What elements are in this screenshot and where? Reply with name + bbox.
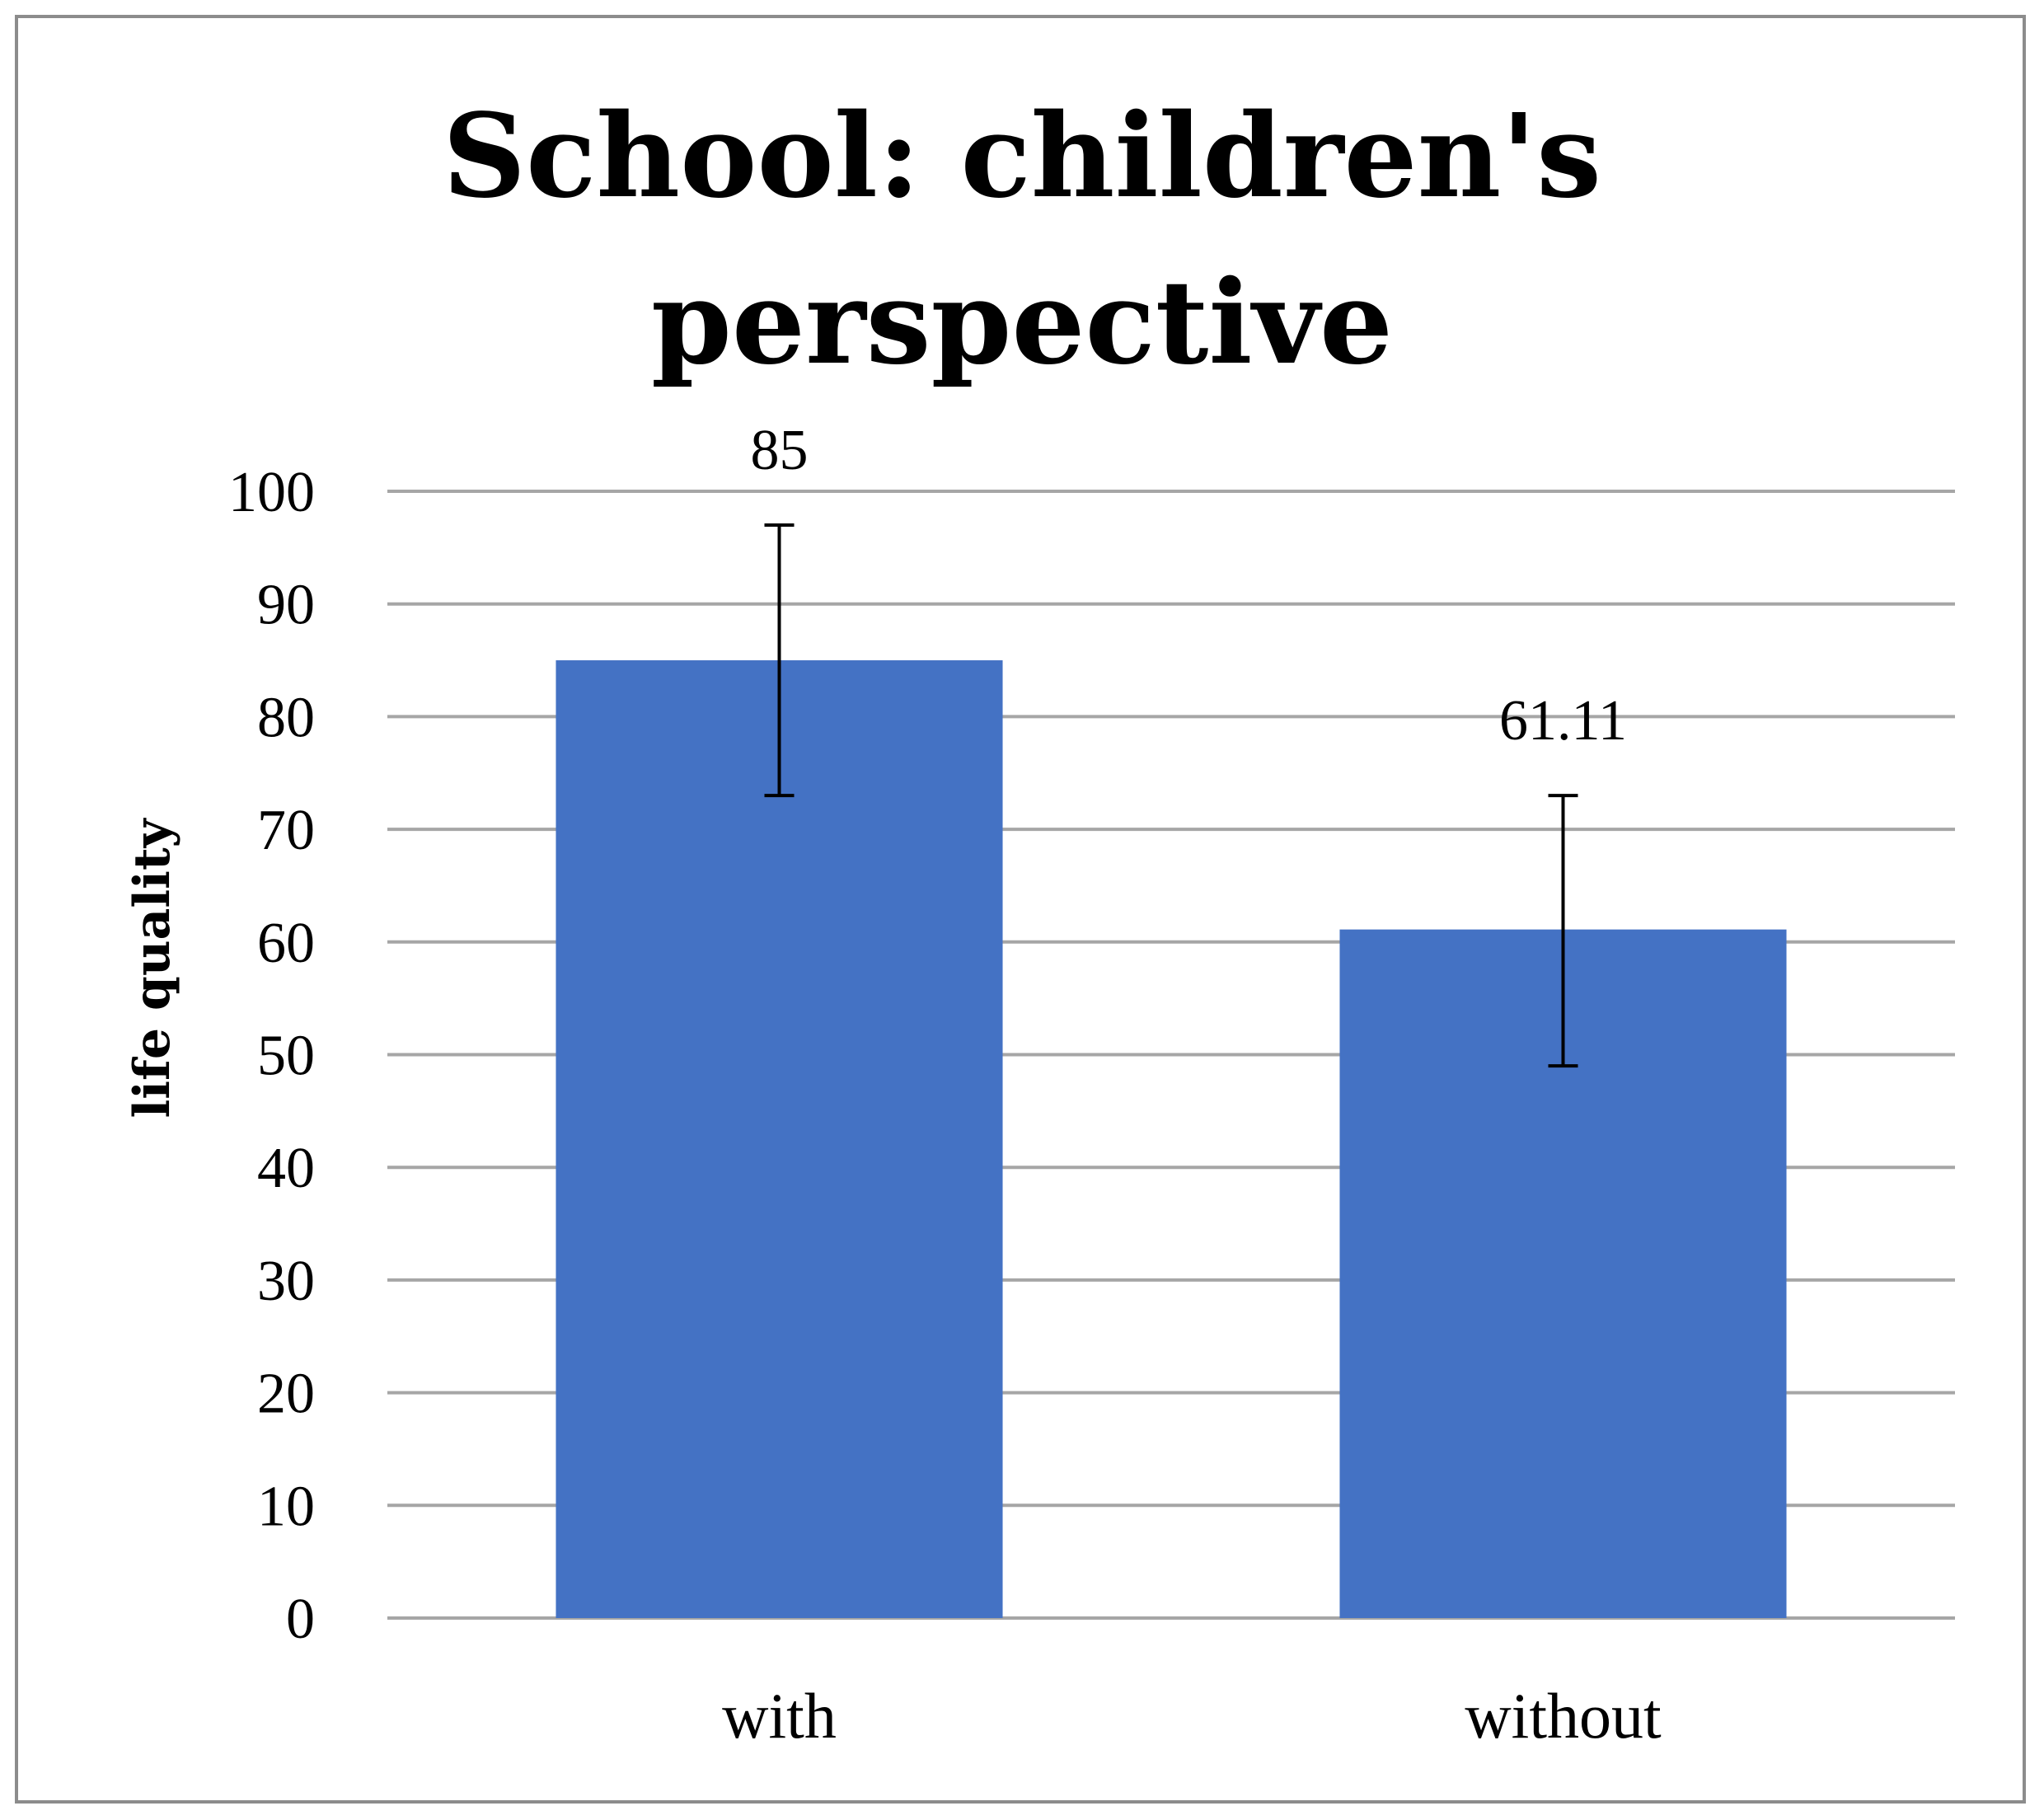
y-tick-label-60: 60 <box>257 912 315 975</box>
y-axis-label: life quality <box>124 817 181 1118</box>
x-tick-label-with: with <box>722 1680 837 1752</box>
y-tick-label-30: 30 <box>257 1250 315 1313</box>
y-tick-label-90: 90 <box>257 574 315 637</box>
data-labels: 85 61.11 <box>751 419 1627 753</box>
chart-title-line-1: School: children's <box>443 89 1601 224</box>
chart-title-line-2: perspective <box>651 256 1393 391</box>
y-tick-label-80: 80 <box>257 686 315 749</box>
bars <box>556 660 1787 1618</box>
y-tick-label-0: 0 <box>286 1588 315 1651</box>
error-bar-with <box>764 523 795 798</box>
error-bars <box>764 523 1578 1068</box>
bar-with <box>556 660 1003 1618</box>
error-bar-without <box>1548 794 1578 1068</box>
chart-frame <box>15 15 2026 1804</box>
y-tick-labels: 0 10 20 30 40 50 60 70 80 90 100 <box>228 461 315 1651</box>
data-label-with: 85 <box>751 419 809 482</box>
data-label-without: 61.11 <box>1499 689 1627 753</box>
y-tick-label-70: 70 <box>257 799 315 862</box>
y-tick-label-20: 20 <box>257 1363 315 1426</box>
y-tick-label-40: 40 <box>257 1137 315 1200</box>
x-tick-label-without: without <box>1465 1680 1662 1752</box>
y-tick-label-10: 10 <box>257 1475 315 1538</box>
y-tick-label-50: 50 <box>257 1025 315 1088</box>
x-tick-labels: with without <box>722 1680 1662 1752</box>
y-tick-label-100: 100 <box>228 461 315 524</box>
